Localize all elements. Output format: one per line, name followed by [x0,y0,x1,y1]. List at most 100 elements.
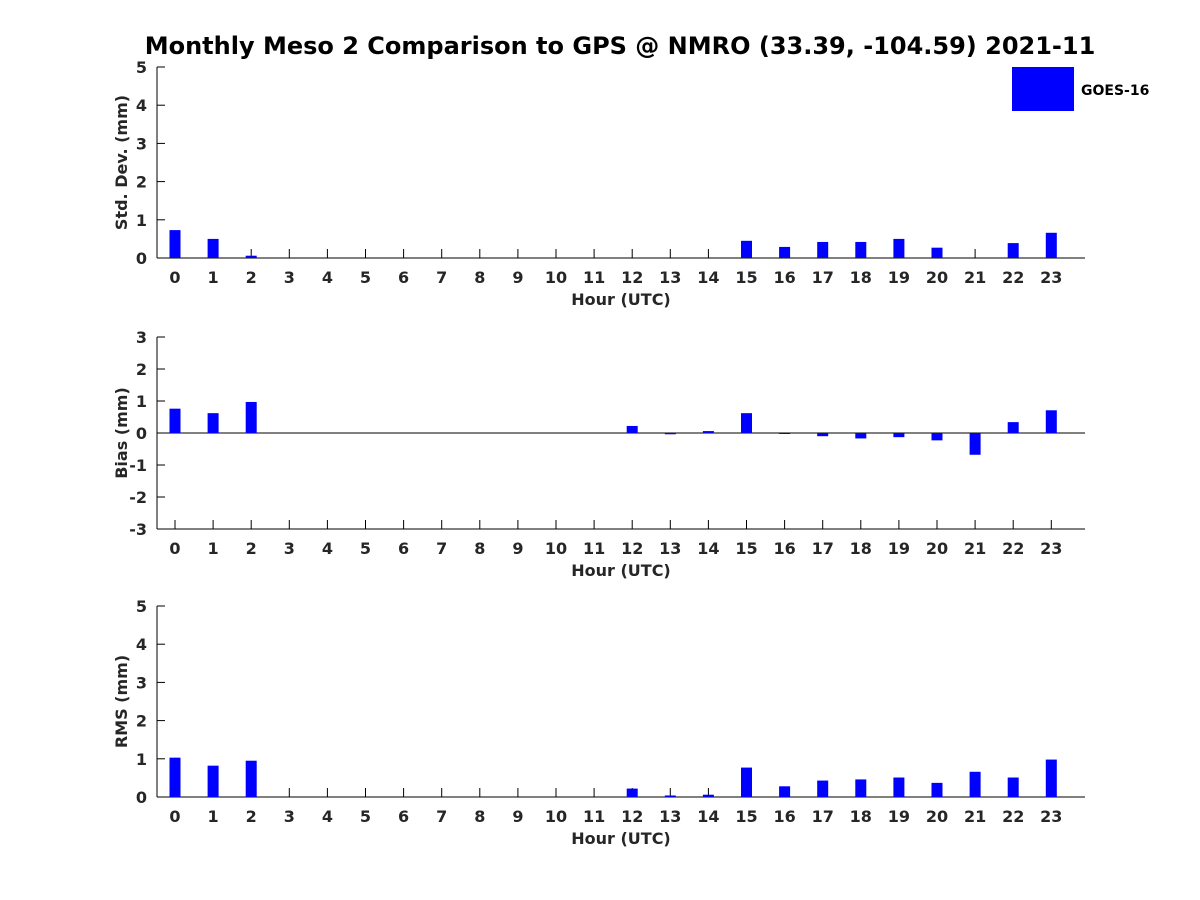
y-tick-label: 4 [136,96,147,115]
bar-hour-15 [741,767,752,797]
x-tick-label: 12 [621,807,643,826]
bar-hour-20 [931,782,943,797]
bar-hour-2 [245,401,257,433]
x-tick-label: 15 [735,807,757,826]
x-tick-label: 3 [284,268,295,287]
x-tick-label: 0 [169,268,180,287]
bar-hour-17 [817,433,829,437]
x-tick-label: 4 [322,268,333,287]
bar-hour-1 [207,238,219,258]
bar-hour-15 [741,413,752,433]
bar-hour-13 [664,433,676,435]
bar-hour-23 [1045,759,1057,797]
x-tick-label: 1 [208,268,219,287]
x-axis-label: Hour (UTC) [571,829,671,848]
x-tick-label: 2 [246,807,257,826]
x-tick-label: 1 [208,539,219,558]
x-tick-label: 10 [545,539,567,558]
x-tick-label: 15 [735,268,757,287]
x-tick-label: 22 [1002,268,1024,287]
bar-hour-15 [741,240,752,258]
x-tick-label: 20 [926,807,948,826]
y-tick-label: 5 [136,597,147,616]
x-tick-label: 9 [512,539,523,558]
x-tick-label: 23 [1040,539,1062,558]
y-tick-label: -1 [129,456,147,475]
x-tick-label: 2 [246,539,257,558]
y-tick-label: 2 [136,712,147,731]
x-tick-label: 9 [512,807,523,826]
bar-hour-16 [779,246,791,258]
x-tick-label: 16 [773,268,795,287]
x-tick-label: 6 [398,539,409,558]
x-tick-label: 14 [697,268,719,287]
y-tick-label: 2 [136,360,147,379]
bar-hour-16 [779,433,791,434]
x-tick-label: 16 [773,807,795,826]
x-tick-label: 20 [926,268,948,287]
x-tick-label: 12 [621,539,643,558]
x-tick-label: 10 [545,268,567,287]
y-tick-label: 1 [136,392,147,411]
chart-title: Monthly Meso 2 Comparison to GPS @ NMRO … [145,32,1096,60]
x-tick-label: 17 [812,539,834,558]
y-tick-label: 3 [136,328,147,347]
x-tick-label: 17 [812,807,834,826]
y-tick-label: 2 [136,173,147,192]
x-tick-label: 14 [697,539,719,558]
x-tick-label: 4 [322,807,333,826]
x-tick-label: 1 [208,807,219,826]
y-tick-label: 5 [136,58,147,77]
bar-hour-18 [855,241,867,258]
bar-hour-14 [702,431,714,433]
y-tick-label: 4 [136,635,147,654]
x-tick-label: 21 [964,539,986,558]
bar-hour-12 [626,788,638,797]
bar-hour-2 [245,255,257,258]
x-tick-label: 13 [659,807,681,826]
y-tick-label: -2 [129,488,147,507]
x-tick-label: 18 [850,539,872,558]
bar-hour-0 [169,230,181,258]
x-tick-label: 3 [284,807,295,826]
x-tick-label: 13 [659,539,681,558]
bar-hour-17 [817,780,829,797]
bar-hour-19 [893,238,905,258]
x-tick-label: 16 [773,539,795,558]
bar-hour-1 [207,765,219,797]
bar-hour-23 [1045,232,1057,258]
y-tick-label: 3 [136,673,147,692]
x-tick-label: 22 [1002,539,1024,558]
x-axis-label: Hour (UTC) [571,561,671,580]
x-tick-label: 20 [926,539,948,558]
x-tick-label: 0 [169,539,180,558]
x-tick-label: 21 [964,807,986,826]
bar-hour-19 [893,777,905,797]
y-tick-label: 0 [136,424,147,443]
y-tick-label: 1 [136,211,147,230]
x-tick-label: 18 [850,268,872,287]
bar-hour-13 [664,795,676,797]
bar-hour-17 [817,241,829,258]
x-tick-label: 8 [474,539,485,558]
bar-hour-22 [1007,422,1019,433]
y-tick-label: -3 [129,520,147,539]
x-tick-label: 7 [436,807,447,826]
bar-hour-19 [893,433,905,438]
bar-hour-22 [1007,243,1019,258]
bar-hour-2 [245,760,257,797]
x-tick-label: 6 [398,268,409,287]
x-axis-label: Hour (UTC) [571,290,671,309]
y-axis-label: Std. Dev. (mm) [112,95,131,230]
y-axis-label: RMS (mm) [112,655,131,748]
x-tick-label: 2 [246,268,257,287]
x-tick-label: 22 [1002,807,1024,826]
legend-label: GOES-16 [1081,83,1149,99]
x-tick-label: 18 [850,807,872,826]
bar-hour-22 [1007,777,1019,797]
x-tick-label: 4 [322,539,333,558]
x-tick-label: 11 [583,268,605,287]
